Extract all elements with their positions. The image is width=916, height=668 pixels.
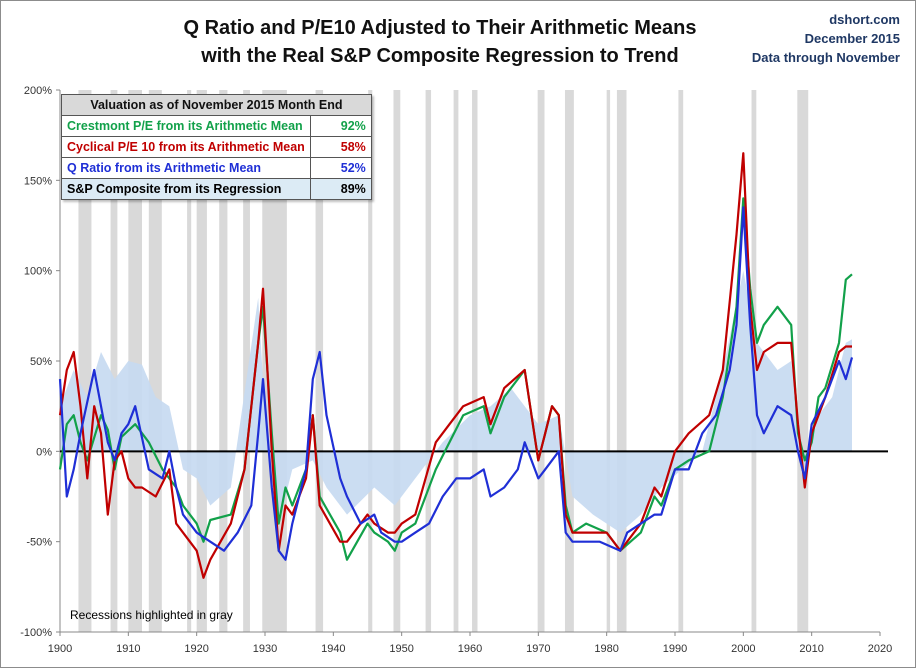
data-note-label: Data through November [751,50,900,65]
date-label: December 2015 [804,31,900,46]
y-tick-label: -50% [26,537,52,549]
table-row: Crestmont P/E from its Arithmetic Mean 9… [61,115,372,137]
x-tick-label: 1980 [594,643,618,655]
x-tick-label: 2010 [799,643,823,655]
x-tick-label: 1990 [663,643,687,655]
recession-annotation: Recessions highlighted in gray [70,608,233,622]
recession-band [187,90,192,632]
x-tick-label: 2020 [868,643,892,655]
valuation-table-header: Valuation as of November 2015 Month End [61,94,372,116]
row-label-q-ratio: Q Ratio from its Arithmetic Mean [61,157,311,179]
table-row: Q Ratio from its Arithmetic Mean 52% [61,157,372,179]
recession-band [148,90,162,632]
table-row: Cyclical P/E 10 from its Arithmetic Mean… [61,136,372,158]
y-tick-label: 150% [24,175,52,187]
series-lines [58,152,854,579]
recession-band [128,90,142,632]
series-line-q-ratio [58,206,854,561]
recession-band [243,90,250,632]
recession-band [606,90,611,632]
chart-title-line1: Q Ratio and P/E10 Adjusted to Their Arit… [183,17,697,39]
recession-band [78,90,92,632]
recession-band [564,90,574,632]
recession-band [315,90,324,632]
recession-band [110,90,118,632]
row-value-crestmont: 92% [309,115,372,137]
table-row: S&P Composite from its Regression 89% [61,178,372,200]
x-tick-label: 1900 [48,643,72,655]
recession-band [219,90,228,632]
chart-title-line2: with the Real S&P Composite Regression t… [201,45,679,67]
recession-band [393,90,401,632]
row-label-crestmont: Crestmont P/E from its Arithmetic Mean [61,115,311,137]
axes: 200% 150% 100% 50% 0% -50% -100% 1900 1910 1920 19… [20,85,892,655]
recession-band [678,90,684,632]
x-tick-label: 1940 [321,643,345,655]
recession-band [425,90,432,632]
y-tick-label: 100% [24,266,52,278]
series-line-cyclical-pe10 [58,152,852,579]
recession-band [472,90,478,632]
y-tick-label: -100% [20,627,52,639]
row-value-sp-composite: 89% [309,178,372,200]
y-tick-label: 200% [24,85,52,97]
row-label-cyclical-pe10: Cyclical P/E 10 from its Arithmetic Mean [61,136,311,158]
source-label: dshort.com [829,12,900,27]
row-value-q-ratio: 52% [309,157,372,179]
x-tick-label: 1960 [458,643,482,655]
recession-band [368,90,373,632]
recession-band [616,90,627,632]
y-tick-label: 0% [36,446,52,458]
x-tick-label: 1920 [184,643,208,655]
x-tick-label: 1970 [526,643,550,655]
row-value-cyclical-pe10: 58% [309,136,372,158]
x-tick-label: 1950 [389,643,413,655]
recession-band [196,90,207,632]
recession-band [797,90,809,632]
recession-band [537,90,545,632]
x-tick-label: 1910 [116,643,140,655]
x-tick-label: 2000 [731,643,755,655]
row-label-sp-composite: S&P Composite from its Regression [61,178,311,200]
valuation-table: Valuation as of November 2015 Month End … [61,94,372,200]
y-tick-label: 50% [30,356,52,368]
x-tick-label: 1930 [253,643,277,655]
recession-band [453,90,459,632]
